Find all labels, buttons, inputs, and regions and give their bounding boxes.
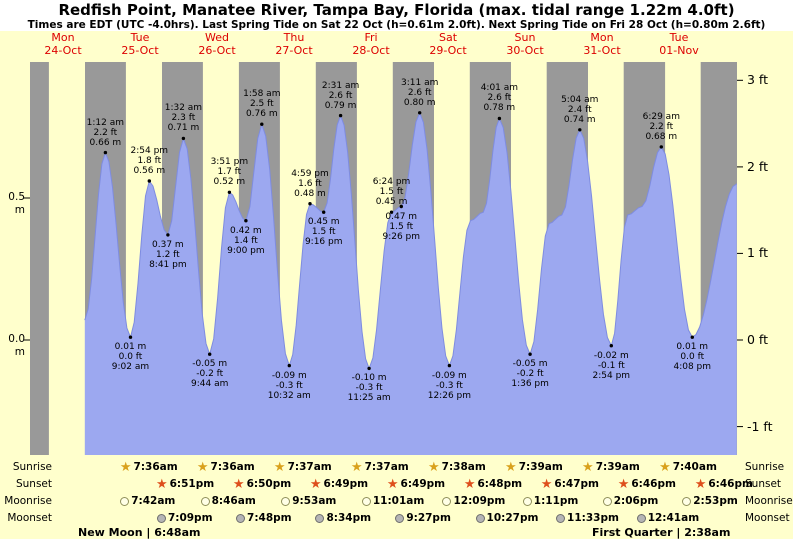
tide-extreme-dot [322,210,326,214]
tide-extreme-dot [128,335,133,339]
tide-extreme-dot [389,210,394,214]
tide-extreme-dot [308,202,312,206]
tide-extreme-dot [338,113,343,118]
tide-extreme-dot [659,145,663,149]
tide-extreme-dot [690,335,694,339]
new-moon-footnote: New Moon | 6:48am [78,526,201,539]
tide-extreme-dot [166,233,170,237]
tide-extreme-dot [418,111,422,115]
tide-extreme-dot [147,179,151,183]
tide-area [84,112,737,456]
chart-subtitle: Times are EDT (UTC -4.0hrs). Last Spring… [27,19,766,31]
tide-extreme-dot [181,136,186,141]
tide-extreme-dot [244,219,248,223]
tide-extreme-dot [367,366,371,371]
tide-extreme-dot [287,363,291,368]
tide-extreme-dot [208,352,212,356]
tide-extreme-dot [609,344,613,348]
tide-extreme-dot [528,352,532,356]
tide-extreme-dot [578,128,582,132]
tide-extreme-dot [227,190,232,194]
tide-curve-line [84,111,738,370]
tide-extreme-dot [447,363,452,368]
tide-extreme-dot [103,150,108,155]
chart-title: Redfish Point, Manatee River, Tampa Bay,… [58,1,735,19]
tide-extreme-dot [260,122,264,126]
daylight-band [48,62,85,455]
tide-extreme-dot [497,116,502,121]
chart-header: Redfish Point, Manatee River, Tampa Bay,… [0,0,793,31]
tide-extreme-dot [399,204,403,209]
first-quarter-footnote: First Quarter | 2:38am [592,526,731,539]
